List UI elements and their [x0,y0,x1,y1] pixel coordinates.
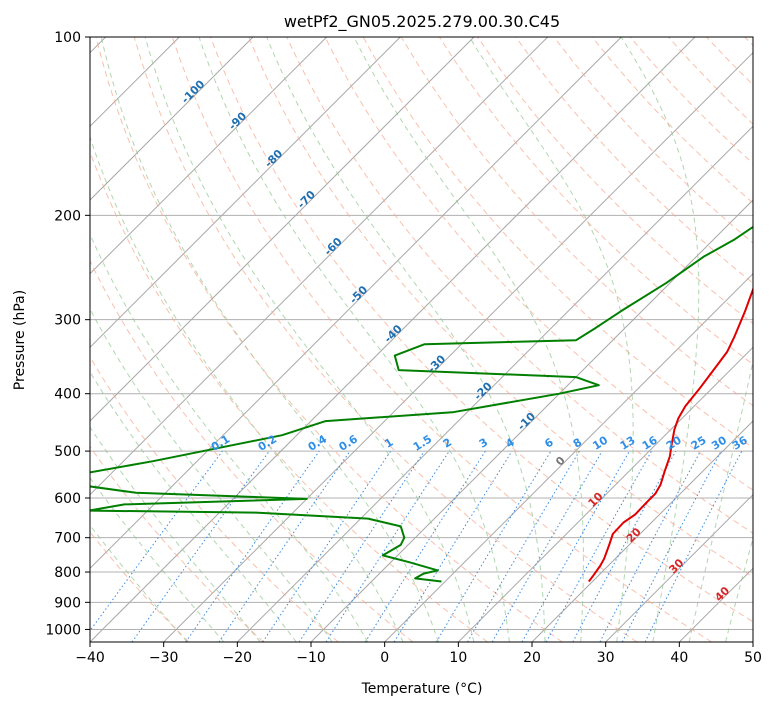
mixing-ratio-line [365,451,485,642]
mixing-ratio-line [546,451,651,642]
y-tick-label: 400 [54,387,81,403]
x-tick-label: −10 [296,650,326,666]
isotherm-label: -10 [515,410,538,433]
isotherm-line [753,37,775,642]
y-tick-label: 1000 [45,622,81,638]
mixing-ratio-line [219,451,350,642]
y-tick-label: 100 [54,30,81,46]
isotherm-label: -70 [295,188,318,211]
x-tick-label: 20 [523,650,541,666]
dry-adiabat [668,37,775,642]
x-tick-label: 50 [744,650,762,666]
x-tick-label: 0 [380,650,389,666]
dry-adiabat [0,37,338,642]
x-tick-label: −30 [149,650,179,666]
mixing-ratio-label: 13 [618,434,638,453]
dry-adiabat [707,37,775,642]
mixing-ratio-line [299,451,424,642]
isotherm-line [16,37,621,642]
mixing-ratio-line [573,451,676,642]
y-tick-label: 600 [54,491,81,507]
isotherm-label: -40 [382,322,405,345]
mixing-ratio-line [600,451,701,642]
mixing-ratio-label: 20 [664,433,684,452]
mixing-ratio-label: 30 [709,433,729,452]
isotherm-line [311,37,775,642]
mixing-ratio-label: 25 [689,434,709,453]
chart-title: wetPf2_GN05.2025.279.00.30.C45 [284,12,560,32]
mixing-ratio-line [82,451,223,642]
isotherm-line [385,37,775,642]
mixing-ratio-label: 2 [441,436,454,451]
dry-adiabat [0,37,264,642]
isotherm-label: -20 [472,379,495,402]
mixing-ratio-label: 10 [590,433,610,452]
temperature-profile-line [589,37,775,582]
x-tick-label: 30 [597,650,615,666]
lower-isotherm-label: 20 [624,525,644,545]
mixing-ratio-line [326,451,449,642]
mixing-ratio-line [522,451,629,642]
isotherm-label: -100 [179,77,208,106]
dry-adiabat [58,37,488,642]
x-tick-label: −20 [223,650,253,666]
moist-adiabat [762,37,775,642]
lower-isotherm-label: 40 [712,584,732,604]
x-tick-label: 40 [670,650,688,666]
isotherm-line [0,37,327,642]
x-tick-label: −40 [75,650,105,666]
dry-adiabat [20,37,413,642]
x-axis-label: Temperature (°C) [361,681,483,697]
moist-adiabat [33,37,368,642]
isotherm-line [237,37,775,642]
mixing-ratio-label: 0.4 [306,432,330,454]
isotherm-line [0,37,400,642]
dry-adiabat [478,37,775,642]
x-tick-label: 10 [449,650,467,666]
y-tick-label: 200 [54,208,81,224]
mixing-ratio-label: 36 [730,433,750,452]
isotherm-label: -60 [322,235,345,258]
dry-adiabat [516,37,775,642]
moist-adiabat [0,37,187,642]
y-tick-label: 800 [54,565,81,581]
moist-adiabat [5,37,332,642]
mixing-ratio-line [436,451,551,642]
dry-adiabat [0,37,189,642]
mixing-ratio-line [263,451,391,642]
isotherm-label: -90 [226,109,249,132]
moist-adiabat [0,37,260,642]
isotherm-line [0,37,253,642]
isotherm-line [679,37,775,642]
isotherm-line [164,37,769,642]
y-tick-label: 900 [54,595,81,611]
y-tick-label: 500 [54,444,81,460]
mixing-ratio-label: 6 [542,435,556,450]
mixing-ratio-label: 0.6 [337,432,361,454]
lower-isotherm-label: 30 [666,556,686,576]
isotherm-line [458,37,775,642]
mixing-ratio-label: 1 [382,436,395,451]
lower-isotherm-label: 10 [586,490,606,510]
y-axis-label: Pressure (hPa) [12,290,28,390]
dry-adiabat [592,37,775,642]
mixing-ratio-label: 16 [640,433,660,452]
isotherm-label: -80 [262,147,285,170]
dry-adiabat [554,37,775,642]
mixing-ratio-label: 3 [477,436,490,451]
moist-adiabat [470,37,634,642]
mixing-ratio-label: 8 [571,436,584,451]
y-tick-label: 300 [54,313,81,329]
y-tick-label: 700 [54,531,81,547]
isotherm-label: -50 [347,283,370,306]
